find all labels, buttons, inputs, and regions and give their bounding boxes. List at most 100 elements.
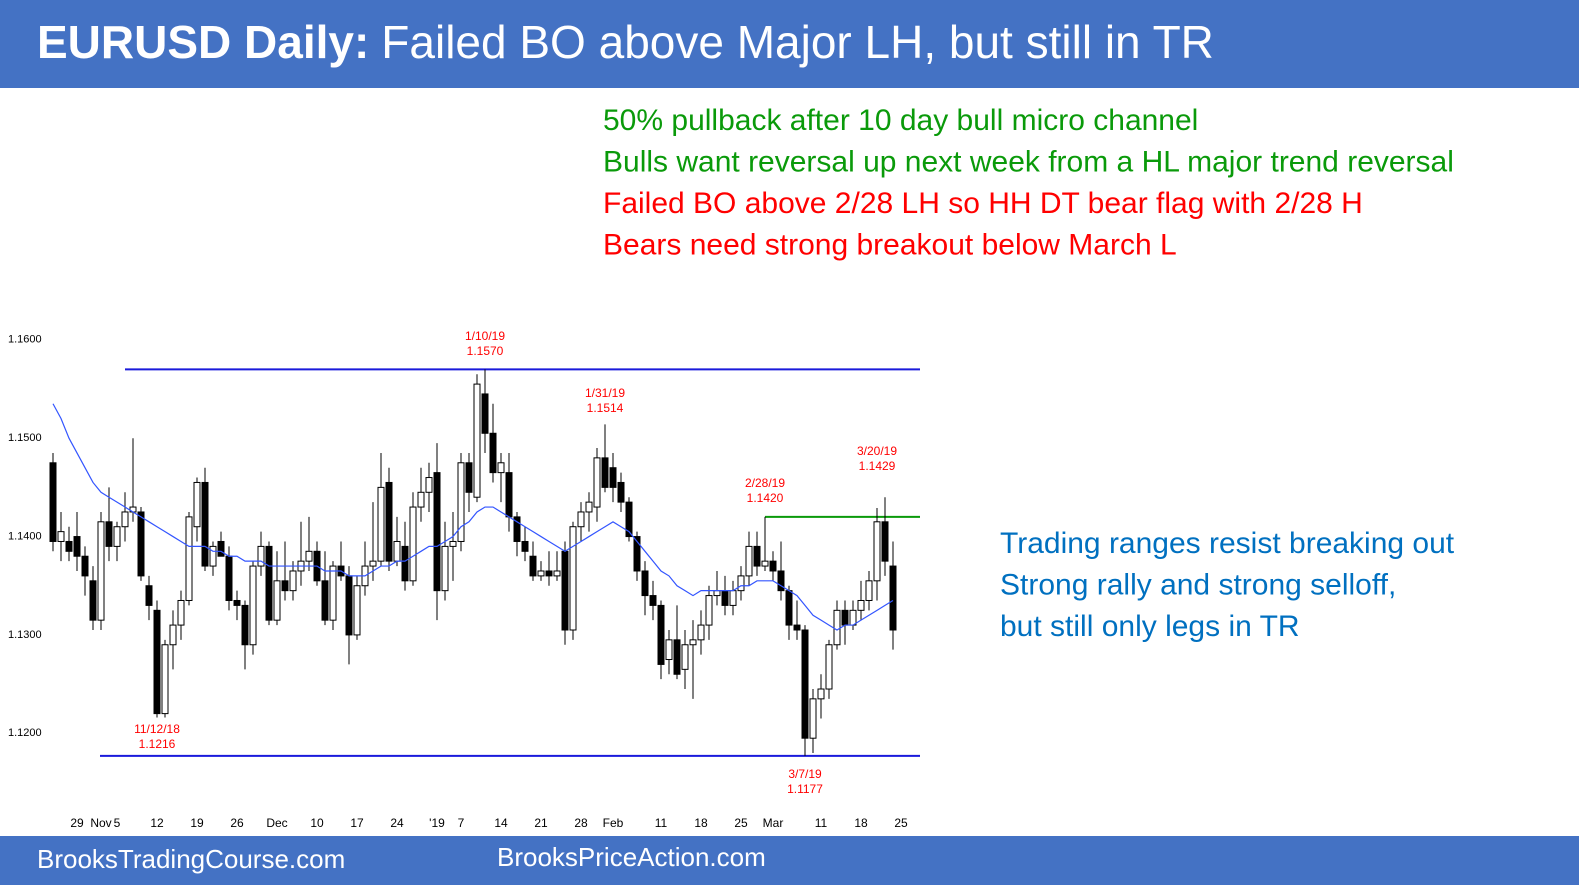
- candle-body: [721, 590, 729, 606]
- candle-body: [865, 580, 873, 601]
- candle-body: [753, 545, 761, 567]
- candle-body: [185, 516, 193, 601]
- candle-body: [433, 472, 441, 592]
- note: Trading ranges resist breaking out: [1000, 527, 1455, 560]
- candle-body: [193, 481, 201, 528]
- candle-body: [441, 545, 449, 592]
- candle-body: [593, 457, 601, 508]
- x-tick-label: 18: [854, 816, 868, 830]
- x-tick-label: 24: [390, 816, 404, 830]
- title-bold: EURUSD Daily:: [37, 16, 369, 68]
- annotation-price: 1.1570: [467, 344, 504, 358]
- notes: 50% pullback after 10 day bull micro cha…: [603, 104, 1455, 643]
- y-tick-label: 1.1300: [8, 629, 42, 641]
- candle-body: [489, 432, 497, 474]
- candle-body: [385, 481, 393, 562]
- candle-body: [849, 609, 857, 626]
- candle-body: [481, 393, 489, 434]
- candle-body: [249, 565, 257, 646]
- x-tick-label: Dec: [266, 816, 287, 830]
- candle-body: [873, 521, 881, 582]
- candle-body: [705, 595, 713, 626]
- candle-body: [649, 595, 657, 606]
- candle-body: [201, 481, 209, 567]
- x-tick-label: 28: [574, 816, 588, 830]
- candle-body: [473, 383, 481, 498]
- candle-body: [425, 477, 433, 493]
- x-tick-label: 17: [350, 816, 364, 830]
- candle-body: [497, 462, 505, 474]
- candle-body: [689, 639, 697, 646]
- footer-right: BrooksPriceAction.com: [497, 842, 766, 872]
- y-tick-label: 1.1400: [8, 530, 42, 542]
- candle-body: [113, 526, 121, 547]
- candle-body: [561, 550, 569, 631]
- candle-body: [153, 609, 161, 715]
- x-tick-label: 21: [534, 816, 548, 830]
- candle-body: [273, 580, 281, 621]
- moving-average: [52, 403, 894, 631]
- annotation-price: 1.1420: [747, 491, 784, 505]
- note: Strong rally and strong selloff,: [1000, 568, 1396, 601]
- candle-body: [625, 501, 633, 538]
- x-tick-label: Feb: [603, 816, 624, 830]
- candle-body: [137, 511, 145, 577]
- candle-body: [465, 462, 473, 493]
- candle-body: [449, 540, 457, 547]
- x-tick-label: 25: [734, 816, 748, 830]
- note: 50% pullback after 10 day bull micro cha…: [603, 104, 1198, 137]
- candle-body: [745, 545, 753, 577]
- candle-body: [281, 580, 289, 592]
- title-rest: Failed BO above Major LH, but still in T…: [381, 16, 1214, 68]
- candle-body: [457, 462, 465, 542]
- candle-body: [377, 486, 385, 562]
- candle-body: [793, 624, 801, 631]
- x-tick-label: 25: [894, 816, 908, 830]
- annotation-price: 1.1177: [787, 782, 823, 796]
- candle-body: [777, 570, 785, 592]
- header-bar: [0, 0, 1579, 88]
- annotation-price: 1.1216: [139, 737, 176, 751]
- candle-body: [681, 644, 689, 670]
- title: EURUSD Daily: Failed BO above Major LH, b…: [37, 16, 1214, 68]
- candle-body: [409, 506, 417, 582]
- candle-body: [289, 570, 297, 592]
- x-tick-label: 11: [815, 816, 828, 830]
- candle-body: [305, 550, 313, 562]
- candle-body: [769, 560, 777, 572]
- candle-body: [353, 585, 361, 636]
- candle-body: [161, 644, 169, 715]
- x-tick-label: 12: [150, 816, 164, 830]
- candle-body: [801, 629, 809, 739]
- candle-body: [633, 536, 641, 572]
- candle-body: [665, 639, 673, 661]
- annotation-date: 2/28/19: [745, 476, 785, 490]
- candle-body: [713, 590, 721, 597]
- candle-body: [105, 521, 113, 547]
- x-tick-label: Nov: [90, 816, 111, 830]
- candle-body: [553, 570, 561, 577]
- candle-body: [145, 585, 153, 606]
- candle-body: [401, 545, 409, 582]
- x-tick-label: 11: [655, 816, 668, 830]
- x-tick-label: 7: [458, 816, 465, 830]
- candle-body: [641, 570, 649, 597]
- candle-body: [729, 590, 737, 606]
- candle-body: [209, 545, 217, 567]
- x-tick-label: Mar: [763, 816, 784, 830]
- candle-body: [657, 604, 665, 665]
- x-tick-label: 10: [310, 816, 324, 830]
- candle-body: [241, 604, 249, 646]
- candle-body: [825, 644, 833, 690]
- candle-body: [49, 462, 57, 542]
- candle-body: [233, 599, 241, 606]
- candle-body: [617, 481, 625, 503]
- candle-body: [737, 575, 745, 592]
- x-tick-label: 29: [70, 816, 84, 830]
- x-tick-label: 14: [494, 816, 508, 830]
- annotation-date: 1/31/19: [585, 386, 625, 400]
- x-tick-label: 26: [230, 816, 244, 830]
- candle-body: [57, 531, 65, 542]
- candle-body: [513, 516, 521, 542]
- candle-body: [169, 624, 177, 646]
